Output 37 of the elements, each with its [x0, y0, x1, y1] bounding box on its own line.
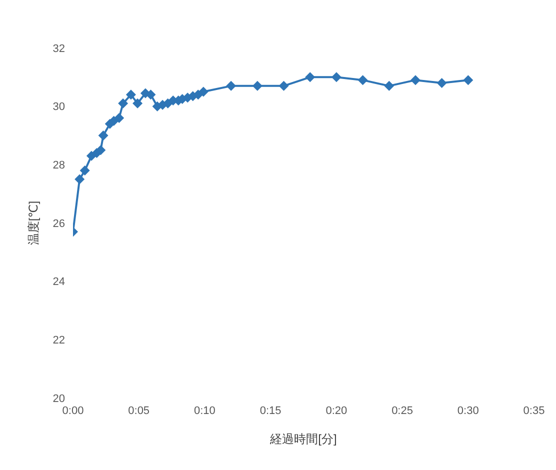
x-axis-title: 経過時間[分] [269, 432, 337, 446]
point [436, 78, 447, 88]
y-tick-label: 24 [52, 276, 65, 288]
point [80, 166, 90, 176]
point [114, 113, 124, 123]
y-tick-label: 32 [52, 42, 65, 55]
point [384, 80, 394, 91]
y-tick-label: 26 [52, 218, 65, 230]
point [410, 75, 420, 86]
y-tick-label: 20 [52, 392, 65, 405]
point [146, 90, 156, 100]
y-axis-title: 温度[℃] [26, 200, 40, 246]
x-tick-label: 0:05 [128, 404, 150, 417]
x-tick-label: 0:25 [392, 404, 413, 417]
point [126, 90, 136, 100]
point [252, 80, 262, 91]
point [132, 98, 143, 108]
point [96, 145, 106, 156]
point [74, 174, 85, 184]
point [463, 75, 474, 86]
y-tick-label: 22 [52, 334, 65, 347]
point [118, 98, 128, 108]
point [198, 86, 208, 97]
y-tick-label: 30 [52, 101, 65, 114]
x-tick-label: 0:20 [326, 404, 348, 417]
point [331, 72, 342, 82]
point [358, 75, 368, 86]
y-tick-label: 28 [52, 160, 65, 172]
x-tick-label: 0:15 [260, 404, 282, 417]
point [278, 80, 289, 91]
x-tick-label: 0:30 [457, 404, 479, 417]
x-tick-label: 0:10 [194, 404, 216, 417]
point [305, 72, 316, 82]
point [98, 130, 108, 140]
point [226, 80, 236, 91]
x-tick-label: 0:35 [523, 404, 545, 417]
x-tick-label: 0:00 [62, 404, 84, 417]
